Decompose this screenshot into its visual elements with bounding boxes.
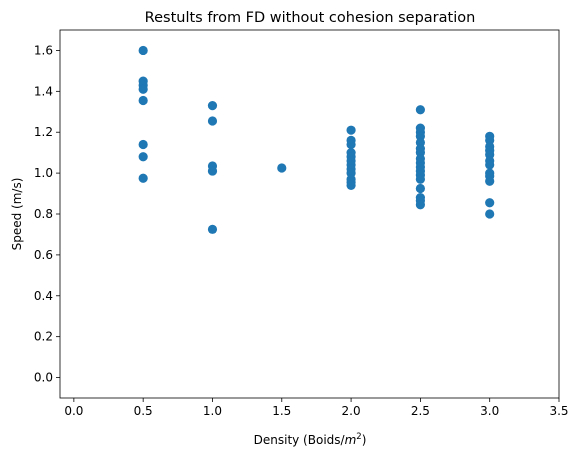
data-point [415,105,425,115]
y-tick-label: 1.2 [34,125,53,139]
y-axis-title: Speed (m/s) [10,178,24,251]
y-tick-label: 0.0 [34,371,53,385]
y-tick-label: 0.8 [34,207,53,221]
y-tick-label: 1.6 [34,43,53,57]
data-point [346,139,356,150]
x-axis-title-suffix: ) [362,433,367,447]
x-tick-label: 2.5 [411,404,430,418]
data-point [138,84,148,94]
data-point [138,173,148,183]
y-tick-label: 0.4 [34,289,53,303]
data-point [415,174,425,184]
x-tick-label: 3.0 [480,404,499,418]
data-point [138,95,148,106]
y-tick-label: 0.6 [34,248,53,262]
data-point [415,200,425,210]
x-axis-title-unit-exp: 2 [356,432,361,442]
y-tick-label: 0.2 [34,330,53,344]
chart-title: Restults from FD without cohesion separa… [145,10,476,26]
plot-area: 0.0 0.5 1.0 1.5 2.0 2.5 3.0 3.5 0.0 0.2 0.4 0.6 0.8… [34,29,569,418]
x-tick-label: 1.5 [272,404,291,418]
data-point [277,163,287,173]
data-point [207,166,218,176]
data-point [485,176,495,186]
y-tick-label: 1.4 [34,84,53,98]
data-point [485,198,495,208]
x-axis-title-prefix: Density (Boids/ [254,433,346,447]
y-axis: 0.0 0.2 0.4 0.6 0.8 1.0 1.2 1.4 1.6 [34,43,60,385]
data-point [207,116,218,126]
data-point [207,224,218,234]
x-tick-label: 2.0 [342,404,361,418]
x-tick-label: 0.0 [64,404,83,418]
data-point [346,180,356,190]
data-point [138,45,148,56]
data-point [207,101,218,111]
y-tick-label: 1.0 [34,166,53,180]
x-axis-title-unit-base: m [345,433,357,447]
data-point [485,209,495,219]
x-axis: 0.0 0.5 1.0 1.5 2.0 2.5 3.0 3.5 [64,398,569,418]
x-tick-label: 0.5 [134,404,153,418]
x-axis-title: Density (Boids/m2) [254,432,367,447]
data-point [138,152,148,162]
data-point [346,125,356,135]
data-point [138,139,148,150]
data-points [138,45,495,234]
data-point [485,160,495,170]
x-tick-label: 1.0 [203,404,222,418]
data-point [415,183,425,194]
x-tick-label: 3.5 [549,404,568,418]
